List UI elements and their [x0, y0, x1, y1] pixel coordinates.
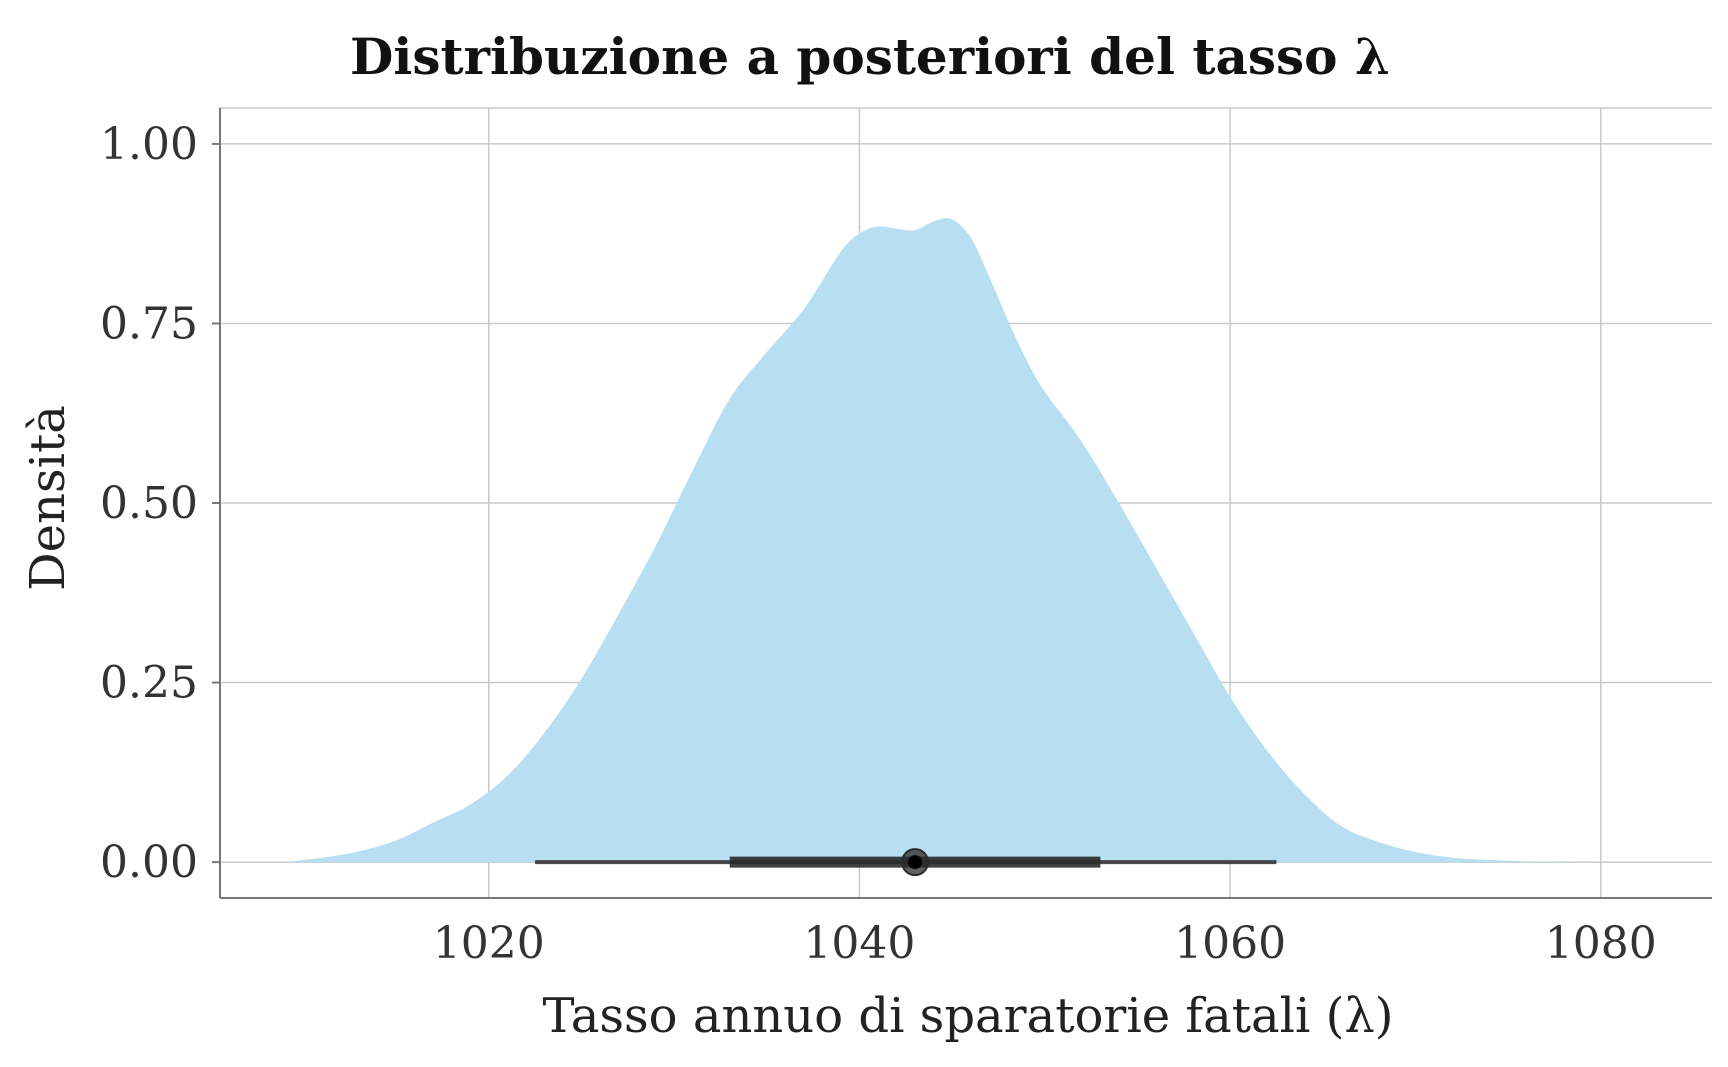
x-tick-label: 1080	[1545, 918, 1657, 969]
x-tick-label: 1020	[433, 918, 545, 969]
density-area-layer	[284, 218, 1657, 863]
y-tick-labels: 0.00 0.25 0.50 0.75 1.00	[100, 119, 198, 888]
x-axis-label: Tasso annuo di sparatorie fatali (λ)	[543, 988, 1394, 1044]
y-tick-label: 0.50	[100, 478, 198, 529]
y-tick-label: 0.00	[100, 837, 198, 888]
credible-interval-layer	[535, 848, 1277, 877]
point-estimate-marker	[908, 855, 923, 870]
y-tick-label: 1.00	[100, 119, 198, 170]
density-area	[284, 218, 1657, 863]
y-tick-label: 0.75	[100, 298, 198, 349]
x-tick-label: 1060	[1174, 918, 1286, 969]
axes	[212, 108, 1712, 899]
x-tick-label: 1040	[803, 918, 915, 969]
y-tick-label: 0.25	[100, 658, 198, 709]
x-tick-labels: 1020 1040 1060 1080	[433, 918, 1657, 969]
y-axis-label: Densità	[20, 405, 76, 591]
chart-title: Distribuzione a posteriori del tasso λ	[350, 27, 1390, 86]
